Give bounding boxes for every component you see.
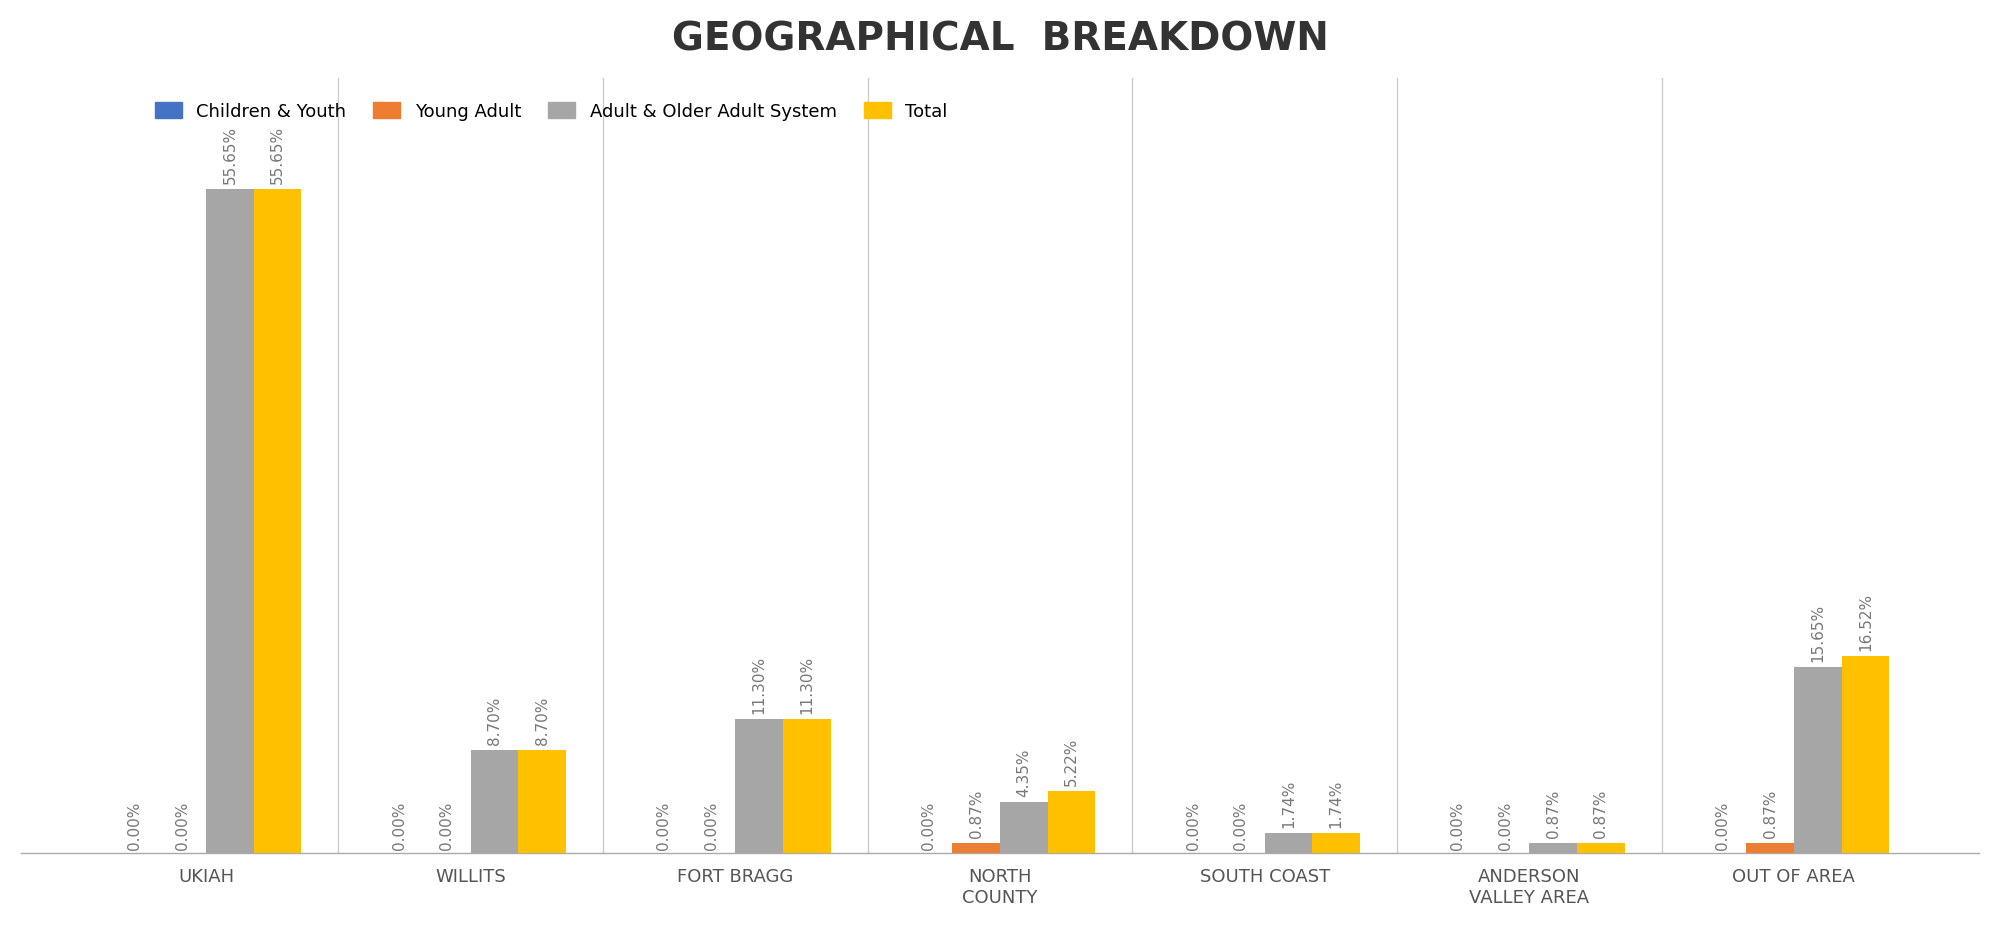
Bar [518, 750, 566, 854]
Text: 8.70%: 8.70% [488, 695, 502, 743]
Text: 0.00%: 0.00% [656, 801, 672, 849]
Text: 0.00%: 0.00% [1450, 801, 1466, 849]
Text: 0.00%: 0.00% [440, 801, 454, 849]
Bar [1000, 802, 1048, 854]
Legend: Children & Youth, Young Adult, Adult & Older Adult System, Total: Children & Youth, Young Adult, Adult & O… [148, 95, 954, 128]
Bar [1048, 792, 1096, 854]
Text: 0.00%: 0.00% [1234, 801, 1248, 849]
Text: 0.00%: 0.00% [392, 801, 406, 849]
Text: 0.00%: 0.00% [1498, 801, 1512, 849]
Text: 8.70%: 8.70% [534, 695, 550, 743]
Text: 1.74%: 1.74% [1280, 779, 1296, 827]
Text: 15.65%: 15.65% [1810, 603, 1826, 661]
Bar [1794, 667, 1842, 854]
Bar [1264, 832, 1312, 854]
Text: 0.00%: 0.00% [128, 801, 142, 849]
Text: 0.00%: 0.00% [1186, 801, 1200, 849]
Bar [254, 190, 302, 854]
Text: 0.87%: 0.87% [1594, 789, 1608, 837]
Bar [1842, 656, 1890, 854]
Bar [470, 750, 518, 854]
Text: 11.30%: 11.30% [752, 654, 766, 713]
Text: 11.30%: 11.30% [800, 654, 814, 713]
Bar [736, 718, 782, 854]
Bar [1746, 844, 1794, 854]
Bar [952, 844, 1000, 854]
Text: 0.00%: 0.00% [1714, 801, 1730, 849]
Text: 5.22%: 5.22% [1064, 737, 1078, 785]
Text: 55.65%: 55.65% [222, 126, 238, 184]
Bar [1312, 832, 1360, 854]
Bar [1576, 844, 1624, 854]
Text: 16.52%: 16.52% [1858, 592, 1872, 651]
Text: 1.74%: 1.74% [1328, 779, 1344, 827]
Text: 0.00%: 0.00% [704, 801, 720, 849]
Text: 4.35%: 4.35% [1016, 747, 1032, 795]
Title: GEOGRAPHICAL  BREAKDOWN: GEOGRAPHICAL BREAKDOWN [672, 20, 1328, 58]
Bar [206, 190, 254, 854]
Text: 55.65%: 55.65% [270, 126, 286, 184]
Text: 0.00%: 0.00% [922, 801, 936, 849]
Bar [782, 718, 830, 854]
Text: 0.87%: 0.87% [968, 789, 984, 837]
Bar [1530, 844, 1576, 854]
Text: 0.87%: 0.87% [1762, 789, 1778, 837]
Text: 0.00%: 0.00% [174, 801, 190, 849]
Text: 0.87%: 0.87% [1546, 789, 1560, 837]
